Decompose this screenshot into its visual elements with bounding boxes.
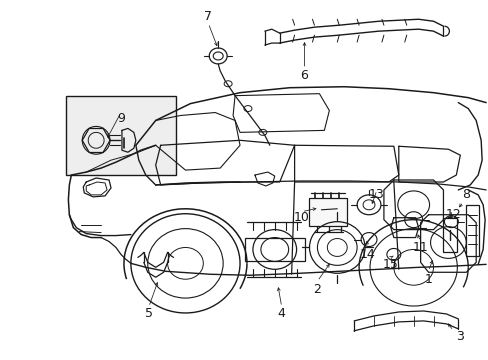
Bar bbox=[466, 205, 478, 256]
Bar bbox=[443, 218, 456, 252]
Text: 6: 6 bbox=[300, 69, 308, 82]
Bar bbox=[309, 198, 346, 226]
Bar bbox=[66, 96, 175, 175]
Text: 9: 9 bbox=[117, 112, 124, 125]
Bar bbox=[244, 238, 304, 261]
Text: 14: 14 bbox=[359, 248, 374, 261]
Text: 8: 8 bbox=[461, 188, 469, 201]
Text: 15: 15 bbox=[382, 258, 398, 271]
Text: 7: 7 bbox=[204, 10, 212, 23]
Text: 13: 13 bbox=[368, 188, 384, 201]
Text: 5: 5 bbox=[144, 307, 152, 320]
Text: 1: 1 bbox=[424, 273, 431, 286]
Text: 12: 12 bbox=[445, 208, 460, 221]
Text: 10: 10 bbox=[293, 211, 309, 224]
Text: 2: 2 bbox=[313, 283, 321, 296]
Text: 4: 4 bbox=[277, 307, 285, 320]
Text: 11: 11 bbox=[412, 241, 427, 254]
Text: 3: 3 bbox=[455, 330, 463, 343]
